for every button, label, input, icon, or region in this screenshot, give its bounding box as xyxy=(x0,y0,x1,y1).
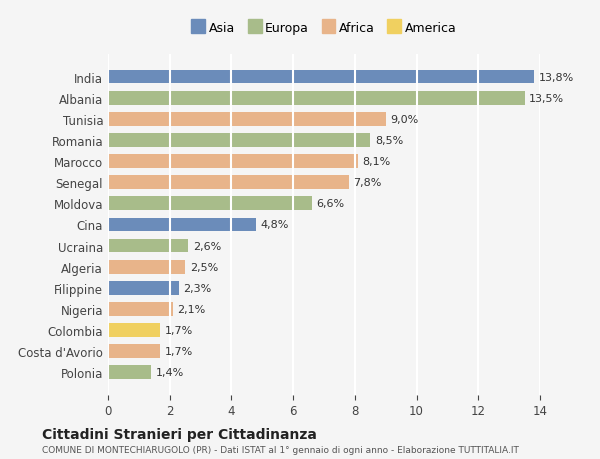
Bar xyxy=(108,134,370,147)
Bar xyxy=(108,155,358,168)
Text: 2,3%: 2,3% xyxy=(184,283,212,293)
Bar xyxy=(108,112,386,126)
Text: 2,1%: 2,1% xyxy=(178,304,206,314)
Bar xyxy=(108,92,524,105)
Bar xyxy=(108,345,160,358)
Bar xyxy=(108,239,188,253)
Text: 1,7%: 1,7% xyxy=(165,347,193,356)
Bar xyxy=(108,176,349,190)
Text: 8,5%: 8,5% xyxy=(375,135,403,146)
Bar xyxy=(108,71,534,84)
Text: 9,0%: 9,0% xyxy=(391,115,419,124)
Text: 2,6%: 2,6% xyxy=(193,241,221,251)
Text: 8,1%: 8,1% xyxy=(362,157,391,167)
Text: 2,5%: 2,5% xyxy=(190,262,218,272)
Bar xyxy=(108,218,256,232)
Bar xyxy=(108,281,179,295)
Bar xyxy=(108,302,173,316)
Legend: Asia, Europa, Africa, America: Asia, Europa, Africa, America xyxy=(187,17,461,40)
Text: 1,4%: 1,4% xyxy=(156,368,184,377)
Text: 7,8%: 7,8% xyxy=(353,178,382,188)
Text: 4,8%: 4,8% xyxy=(261,220,289,230)
Text: 13,8%: 13,8% xyxy=(538,73,574,82)
Bar xyxy=(108,260,185,274)
Text: 6,6%: 6,6% xyxy=(316,199,344,209)
Text: COMUNE DI MONTECHIARUGOLO (PR) - Dati ISTAT al 1° gennaio di ogni anno - Elabora: COMUNE DI MONTECHIARUGOLO (PR) - Dati IS… xyxy=(42,445,519,454)
Bar xyxy=(108,197,311,211)
Bar xyxy=(108,324,160,337)
Text: Cittadini Stranieri per Cittadinanza: Cittadini Stranieri per Cittadinanza xyxy=(42,427,317,441)
Text: 1,7%: 1,7% xyxy=(165,325,193,335)
Bar xyxy=(108,366,151,379)
Text: 13,5%: 13,5% xyxy=(529,94,565,103)
